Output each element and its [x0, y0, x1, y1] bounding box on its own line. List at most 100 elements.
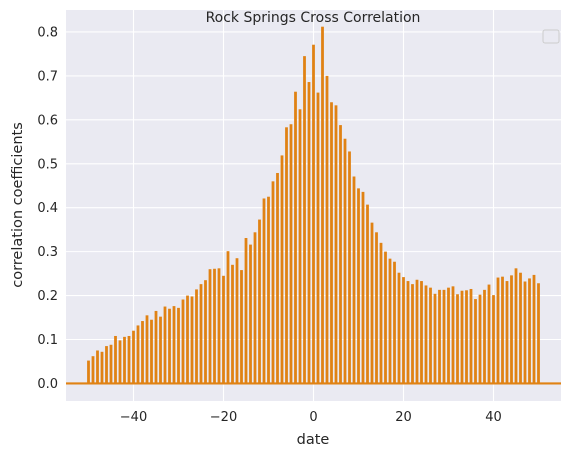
- y-tick-labels: 0.0 0.1 0.2 0.3 0.4 0.5 0.6 0.7 0.8: [37, 25, 58, 391]
- y-tick-label: 0.5: [37, 157, 58, 172]
- bar: [411, 284, 414, 384]
- bar: [393, 261, 396, 384]
- bar: [447, 287, 450, 384]
- y-tick-label: 0.8: [37, 25, 58, 40]
- bar: [208, 269, 212, 384]
- bar: [397, 272, 401, 384]
- bar: [298, 109, 302, 384]
- bar: [343, 138, 347, 384]
- bar: [118, 340, 122, 384]
- bar: [186, 295, 189, 384]
- bar: [388, 258, 392, 384]
- bar: [276, 172, 279, 384]
- bar: [177, 307, 180, 384]
- bar: [159, 316, 162, 384]
- bar: [505, 281, 509, 384]
- bar: [492, 295, 495, 384]
- bar: [181, 299, 185, 384]
- bar: [163, 306, 167, 384]
- bar: [222, 275, 225, 384]
- bar: [523, 281, 527, 384]
- bar: [213, 268, 216, 384]
- x-tick-label: −40: [120, 410, 147, 425]
- x-tick-label: 0: [309, 410, 317, 425]
- bar: [195, 289, 198, 384]
- bar-series: [87, 26, 540, 384]
- y-tick-label: 0.4: [37, 201, 58, 216]
- bar: [451, 286, 455, 384]
- bar: [532, 274, 536, 384]
- y-tick-label: 0.2: [37, 289, 58, 304]
- bar: [361, 191, 365, 384]
- bar: [190, 296, 194, 384]
- bar: [501, 276, 504, 384]
- bar: [285, 127, 288, 384]
- bar: [330, 102, 333, 384]
- y-tick-label: 0.0: [37, 377, 58, 392]
- bar: [168, 308, 171, 384]
- bar: [307, 82, 311, 384]
- bar: [438, 289, 441, 384]
- bar: [294, 91, 297, 384]
- bar: [96, 350, 99, 384]
- x-tick-label: 20: [395, 410, 412, 425]
- bar: [258, 219, 261, 384]
- bar: [231, 264, 234, 384]
- bar: [141, 321, 144, 384]
- bar: [145, 315, 149, 384]
- bar: [253, 232, 257, 384]
- bar: [321, 26, 324, 384]
- bar: [519, 272, 522, 384]
- bar: [100, 351, 104, 384]
- bar: [406, 281, 410, 384]
- bar: [105, 346, 108, 384]
- bar: [303, 56, 306, 384]
- bar: [474, 299, 477, 384]
- bar: [91, 356, 95, 384]
- bar: [478, 294, 482, 384]
- bar: [357, 188, 360, 384]
- bar: [312, 44, 315, 384]
- bar: [132, 330, 135, 384]
- bar: [204, 280, 207, 384]
- y-tick-label: 0.7: [37, 69, 58, 84]
- bar: [127, 335, 131, 384]
- bar: [87, 360, 90, 384]
- bar: [433, 293, 437, 384]
- chart-title: Rock Springs Cross Correlation: [206, 10, 421, 26]
- bar: [415, 279, 419, 384]
- bar: [334, 105, 338, 384]
- bar: [483, 289, 486, 384]
- bar: [316, 92, 320, 384]
- bar: [249, 244, 252, 384]
- bar: [420, 281, 423, 384]
- bar: [114, 335, 117, 384]
- y-tick-label: 0.1: [37, 333, 58, 348]
- bar: [384, 251, 387, 384]
- bar: [271, 181, 275, 384]
- bar: [136, 325, 140, 384]
- bar: [366, 204, 369, 384]
- bar: [528, 278, 531, 384]
- bar: [460, 290, 464, 384]
- bar: [217, 268, 221, 384]
- bar: [235, 258, 239, 384]
- bar: [442, 289, 446, 384]
- bar: [496, 277, 500, 384]
- bar: [226, 251, 230, 384]
- bar: [339, 125, 342, 384]
- bar: [199, 284, 203, 384]
- bar: [289, 124, 293, 384]
- y-tick-label: 0.6: [37, 113, 58, 128]
- bar: [352, 176, 356, 384]
- bar: [510, 275, 513, 384]
- bar: [150, 319, 153, 384]
- bar: [402, 277, 405, 384]
- x-tick-label: 40: [485, 410, 502, 425]
- bar: [123, 336, 126, 384]
- bar: [370, 222, 374, 384]
- x-tick-label: −20: [210, 410, 237, 425]
- x-tick-labels: −40 −20 0 20 40: [120, 410, 502, 425]
- bar: [280, 155, 284, 384]
